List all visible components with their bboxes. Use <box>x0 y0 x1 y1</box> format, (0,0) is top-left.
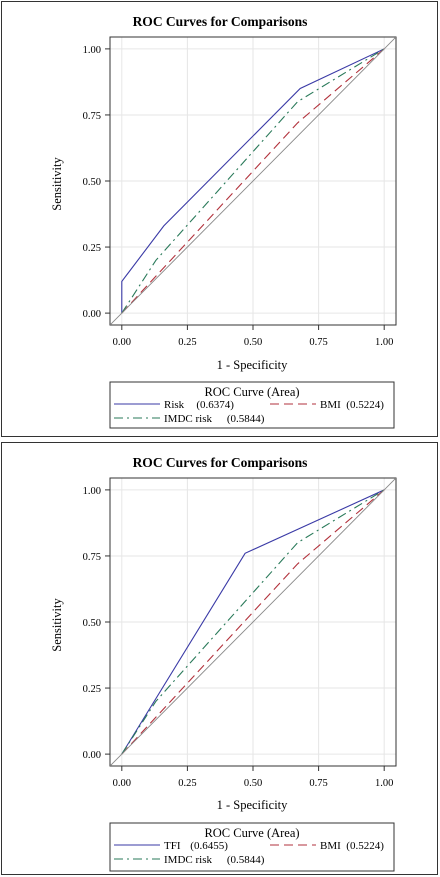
plot-area: 0.00 0.25 0.50 0.75 1.00 0.00 0.25 0.50 0.75 1.00 <box>83 477 397 789</box>
y-tick-label: 0.50 <box>83 618 101 629</box>
series-group <box>110 37 396 325</box>
legend-label: TFI <box>164 840 181 852</box>
y-tick-label: 0.25 <box>83 684 101 695</box>
legend-area: (0.5224) <box>346 399 384 411</box>
x-tick-label: 0.00 <box>113 778 131 789</box>
x-tick-label: 0.25 <box>178 778 196 789</box>
reference-line <box>110 37 396 325</box>
x-axis-label: 1 - Specificity <box>217 798 289 812</box>
x-tick-label: 0.50 <box>244 778 262 789</box>
legend-label: IMDC risk <box>164 854 212 866</box>
legend-label: IMDC risk <box>164 413 212 425</box>
y-tick-label: 1.00 <box>83 45 101 56</box>
legend: Risk (0.6374) BMI (0.5224) IMDC risk (0.5844) <box>114 399 384 425</box>
legend-label: Risk <box>164 399 185 411</box>
x-tick-label: 0.00 <box>113 337 131 348</box>
x-tick-label: 0.25 <box>178 337 196 348</box>
reference-line <box>110 478 396 766</box>
legend-area: (0.6455) <box>190 840 228 852</box>
y-tick-label: 0.25 <box>83 243 101 254</box>
y-axis-label: Sensitivity <box>50 157 64 211</box>
legend-box <box>109 381 395 429</box>
legend-title: ROC Curve (Area) <box>204 385 299 399</box>
legend-area: (0.6374) <box>196 399 234 411</box>
series-line-tfi <box>121 489 385 755</box>
series-group <box>110 478 396 766</box>
series-line-bmi <box>121 48 385 314</box>
roc-chart-1: ROC Curves for Comparisons 1 - Specifici… <box>50 14 397 429</box>
y-tick-label: 0.50 <box>83 177 101 188</box>
y-tick-label: 0.75 <box>83 552 101 563</box>
x-tick-label: 0.50 <box>244 337 262 348</box>
y-tick-label: 0.75 <box>83 111 101 122</box>
plot-area: 0.00 0.25 0.50 0.75 1.00 0.00 0.25 0.50 0.75 1.00 <box>83 36 397 348</box>
legend-label: BMI <box>320 399 341 411</box>
y-axis-label: Sensitivity <box>50 598 64 652</box>
series-line-imdc-risk <box>121 48 385 314</box>
chart-title: ROC Curves for Comparisons <box>133 455 308 470</box>
legend: TFI (0.6455) BMI (0.5224) IMDC risk (0.5844) <box>114 840 384 866</box>
chart-title: ROC Curves for Comparisons <box>133 14 308 29</box>
y-tick-label: 0.00 <box>83 309 101 320</box>
legend-area: (0.5844) <box>227 413 265 425</box>
series-line-imdc-risk <box>121 489 385 755</box>
x-tick-label: 0.75 <box>309 337 327 348</box>
series-line-bmi <box>121 489 385 755</box>
roc-chart-panel-1: ROC Curves for Comparisons 1 - Specifici… <box>1 1 438 437</box>
legend-area: (0.5224) <box>346 840 384 852</box>
legend-box <box>109 822 395 872</box>
roc-chart-panel-2: ROC Curves for Comparisons 1 - Specifici… <box>1 442 438 875</box>
x-tick-label: 1.00 <box>375 337 393 348</box>
legend-title: ROC Curve (Area) <box>204 826 299 840</box>
x-tick-label: 0.75 <box>309 778 327 789</box>
y-tick-label: 1.00 <box>83 486 101 497</box>
x-axis-label: 1 - Specificity <box>217 358 289 372</box>
legend-label: BMI <box>320 840 341 852</box>
roc-chart-2: ROC Curves for Comparisons 1 - Specifici… <box>50 455 397 872</box>
series-line-risk <box>121 48 385 314</box>
y-tick-label: 0.00 <box>83 750 101 761</box>
legend-area: (0.5844) <box>227 854 265 866</box>
x-tick-label: 1.00 <box>375 778 393 789</box>
